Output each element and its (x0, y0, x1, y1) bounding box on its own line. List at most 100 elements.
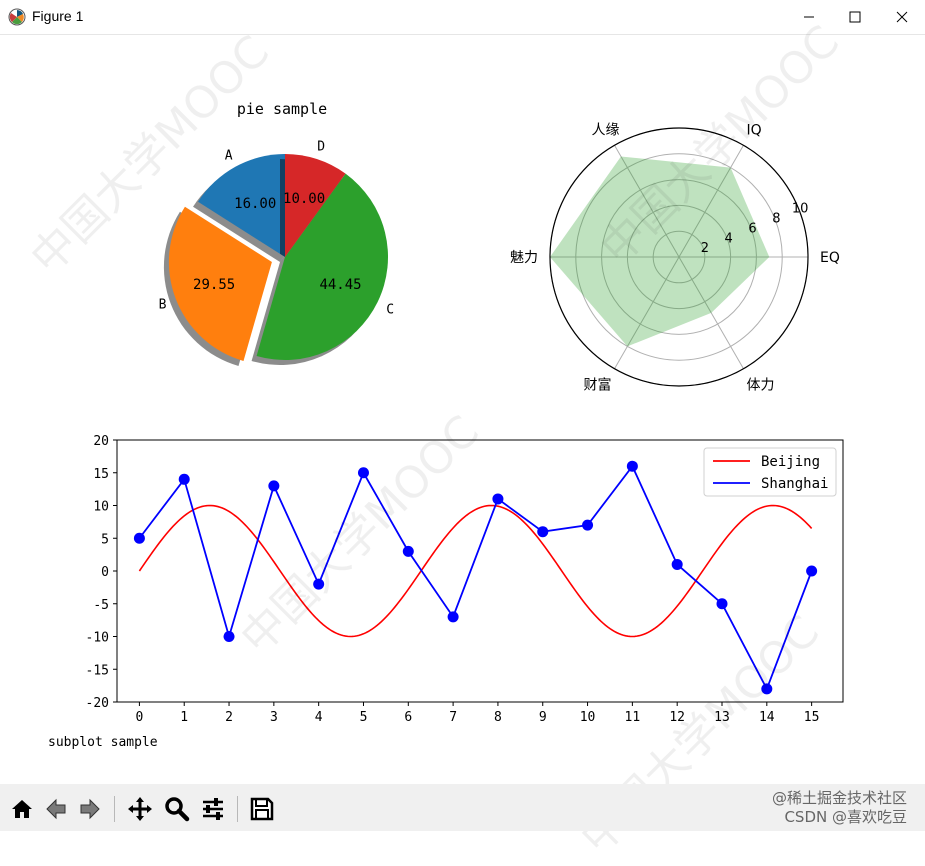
shanghai-point (492, 493, 504, 505)
x-tick-label: 5 (360, 710, 368, 725)
home-button[interactable] (7, 794, 37, 824)
pie-pct-label: 10.00 (283, 191, 325, 207)
close-button[interactable] (879, 0, 925, 34)
close-icon (896, 11, 908, 23)
shanghai-point (537, 526, 549, 538)
y-tick-label: -20 (86, 696, 109, 711)
pie-chart: pie sample A 16.00 B 29.55 C 44.45 D 10.00 (159, 100, 394, 366)
pie-pct-label: 16.00 (234, 196, 276, 212)
radar-spoke (614, 145, 680, 258)
radar-category-label: EQ (820, 250, 840, 266)
x-tick-label: 15 (804, 710, 820, 725)
radar-rtick-label: 10 (792, 202, 809, 217)
x-tick-label: 4 (315, 710, 323, 725)
pie-label: C (386, 302, 394, 317)
y-tick-label: 20 (93, 434, 109, 449)
radar-rtick-label: 2 (701, 241, 709, 256)
x-tick-label: 11 (625, 710, 641, 725)
y-tick-label: -10 (86, 631, 109, 646)
toolbar-separator (114, 796, 115, 822)
back-button[interactable] (41, 794, 71, 824)
pie-label: D (317, 140, 325, 155)
toolbar-separator (237, 796, 238, 822)
x-tick-label: 8 (494, 710, 502, 725)
window-title: Figure 1 (32, 8, 84, 24)
radar-category-label: 人缘 (592, 123, 620, 139)
x-tick-label: 0 (135, 710, 143, 725)
shanghai-point (671, 558, 683, 570)
radar-rtick-label: 6 (748, 221, 756, 236)
pie-label: A (225, 148, 233, 163)
legend-label: Beijing (761, 454, 820, 470)
save-icon (250, 797, 274, 821)
legend-label: Shanghai (761, 476, 828, 492)
forward-icon (80, 798, 100, 820)
series-line-shanghai (138, 464, 813, 692)
x-tick-label: 2 (225, 710, 233, 725)
shanghai-point (268, 480, 280, 492)
x-tick-label: 9 (539, 710, 547, 725)
configure-subplots-icon (203, 798, 223, 820)
shanghai-point (357, 467, 369, 479)
x-tick-label: 6 (404, 710, 412, 725)
zoom-button[interactable] (162, 794, 192, 824)
line-xlabel: subplot sample (48, 735, 158, 750)
shanghai-point (313, 578, 325, 590)
y-tick-label: 5 (101, 532, 109, 547)
pie-slice-B (168, 206, 272, 361)
shanghai-point (626, 460, 638, 472)
radar-area (550, 156, 770, 347)
radar-spoke (678, 145, 744, 258)
radar-spoke (614, 256, 680, 369)
home-icon (12, 800, 32, 818)
line-chart: subplot sample 0 1 2 3 4 5 6 7 8 9 10 11 12 13 14 15-20… (48, 434, 844, 750)
radar-category-label: 财富 (584, 376, 612, 393)
window-titlebar: Figure 1 (0, 0, 925, 35)
pie-slice-C (256, 173, 388, 360)
x-tick-label: 14 (759, 710, 775, 725)
save-button[interactable] (247, 794, 277, 824)
minimize-icon (804, 16, 814, 18)
minimize-button[interactable] (786, 0, 832, 34)
watermark-author: CSDN @喜欢吃豆 (784, 808, 907, 826)
radar-spoke (678, 256, 744, 369)
x-tick-label: 12 (669, 710, 685, 725)
shanghai-point (716, 598, 728, 610)
y-tick-label: 10 (93, 500, 109, 515)
back-icon (46, 798, 66, 820)
configure-subplots-button[interactable] (198, 794, 228, 824)
y-tick-label: -15 (86, 663, 109, 678)
radar-category-label: 魅力 (510, 250, 538, 266)
pan-icon (128, 797, 152, 821)
shanghai-point (447, 611, 459, 623)
shanghai-point (806, 565, 818, 577)
x-tick-label: 3 (270, 710, 278, 725)
x-tick-label: 7 (449, 710, 457, 725)
forward-button[interactable] (75, 794, 105, 824)
maximize-icon (849, 11, 861, 23)
radar-outline (549, 127, 809, 387)
navigation-toolbar: @稀土掘金技术社区 CSDN @喜欢吃豆 (0, 784, 925, 831)
pie-slice-D (285, 154, 346, 257)
pie-title: pie sample (237, 100, 327, 118)
pie-label: B (159, 297, 167, 312)
matplotlib-logo-icon (8, 8, 26, 26)
pan-button[interactable] (125, 794, 155, 824)
series-line-beijing (138, 504, 813, 638)
shanghai-point (223, 631, 235, 642)
shanghai-point (178, 473, 190, 485)
radar-category-label: IQ (747, 123, 762, 139)
pie-pct-label: 44.45 (319, 277, 361, 293)
pie-pct-label: 29.55 (193, 277, 235, 293)
legend-box (703, 447, 837, 497)
shanghai-point (133, 532, 145, 544)
maximize-button[interactable] (832, 0, 878, 34)
radar-rtick-label: 4 (725, 231, 733, 246)
zoom-icon (165, 797, 190, 822)
x-tick-label: 10 (580, 710, 596, 725)
pie-slice-A (198, 154, 285, 257)
x-tick-label: 13 (714, 710, 730, 725)
shanghai-point (402, 545, 414, 557)
y-tick-label: -5 (93, 598, 109, 613)
